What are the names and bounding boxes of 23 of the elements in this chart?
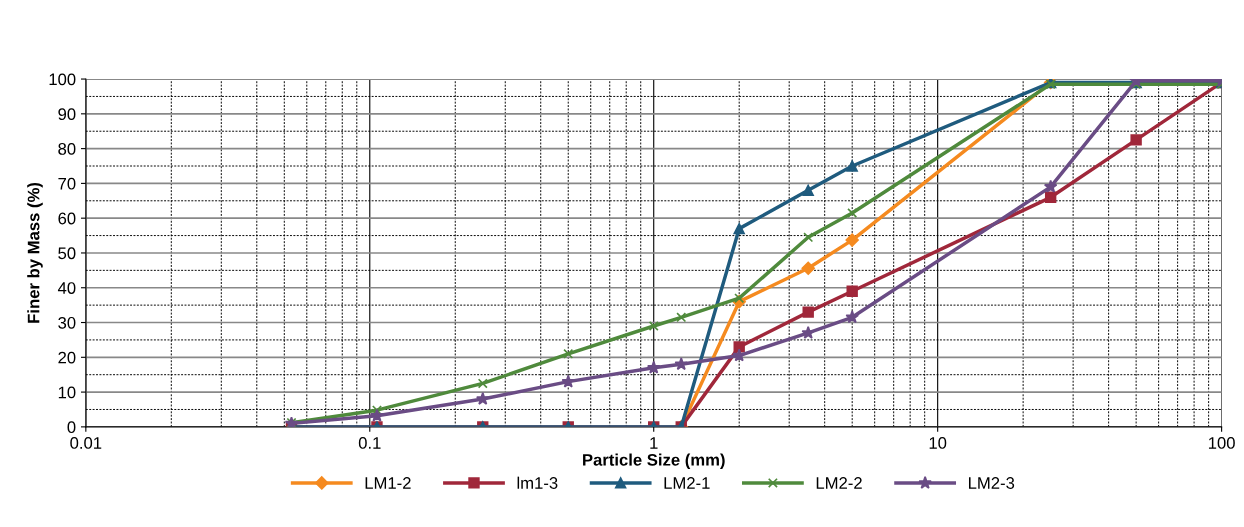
y-tick-label: 90 — [58, 108, 76, 121]
y-tick-label: 80 — [58, 143, 76, 155]
y-tick-label: 50 — [58, 247, 76, 260]
legend-label: LM2-1 — [664, 477, 710, 489]
x-tick-label: 0.1 — [358, 437, 381, 449]
y-tick-label: 0 — [67, 421, 76, 434]
x-tick-label: 10 — [929, 437, 947, 449]
legend-label: lm1-3 — [517, 476, 558, 489]
legend-label: LM2-3 — [969, 477, 1015, 489]
x-tick-label: 100 — [1208, 437, 1235, 449]
x-axis-title: Particle Size (mm) — [583, 453, 725, 470]
y-tick-label: 20 — [58, 351, 76, 364]
y-tick-label: 70 — [58, 177, 76, 190]
y-tick-label: 30 — [58, 316, 76, 329]
legend-label: LM2-2 — [816, 477, 862, 489]
y-tick-label: 100 — [49, 73, 76, 86]
y-axis-title: Finer by Mass (%) — [27, 182, 43, 323]
x-tick-label: 1 — [650, 437, 658, 449]
y-tick-label: 60 — [58, 212, 76, 225]
y-tick-label: 10 — [58, 386, 76, 399]
x-tick-label: 0.01 — [70, 437, 102, 449]
legend-label: LM1-2 — [365, 477, 411, 489]
y-tick-label: 40 — [57, 282, 76, 294]
